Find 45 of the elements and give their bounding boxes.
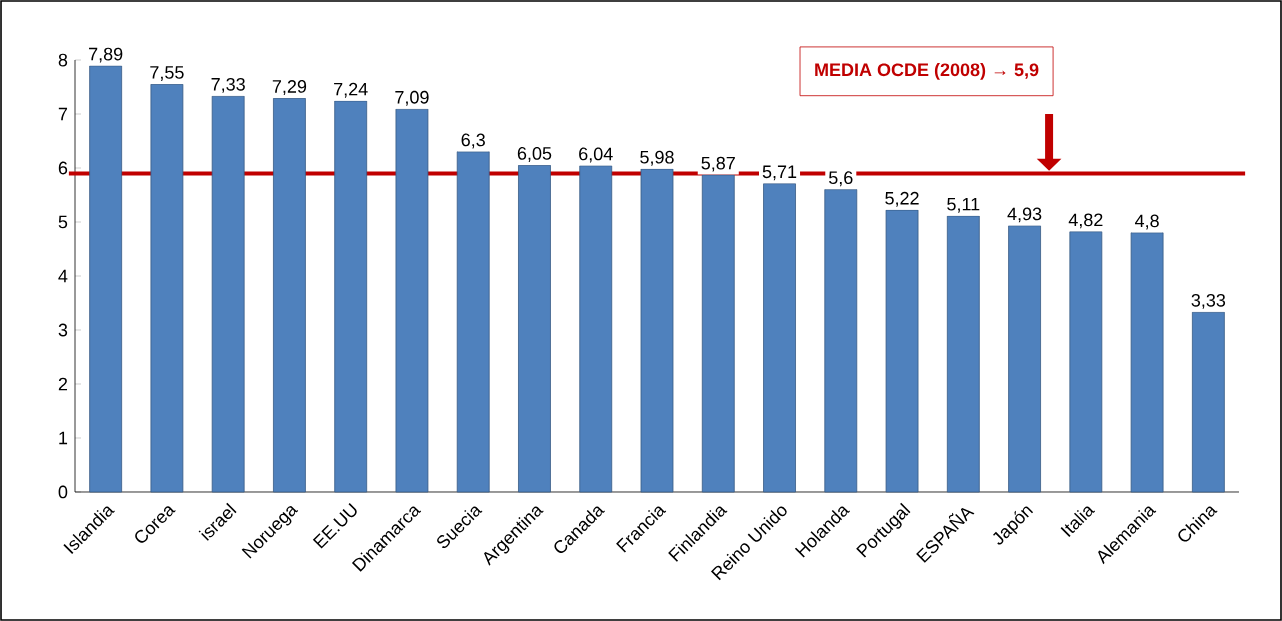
bar [946,215,980,493]
data-label: 5,6 [829,171,853,187]
bar [1069,231,1103,493]
data-label: 7,29 [272,80,307,95]
bar [395,108,429,493]
data-label: 7,89 [89,47,123,63]
bar [211,95,245,493]
data-label: 7,09 [395,90,429,106]
bar [1130,232,1164,493]
y-tick-label: 5 [58,215,68,229]
data-label: 4,8 [1135,214,1159,230]
y-tick-label: 2 [58,377,68,391]
bar [456,151,490,493]
bar [518,164,551,493]
data-label: 6,05 [517,147,552,162]
data-label: 4,82 [1068,213,1103,229]
bar [150,83,184,493]
data-label: 5,87 [701,156,735,172]
y-tick-label: 7 [58,107,68,121]
bar [579,165,613,493]
y-tick-label: 1 [59,431,68,445]
data-label: 5,22 [885,191,919,207]
data-label: 3,33 [1191,293,1226,309]
bar [334,100,368,493]
bar [885,209,919,493]
y-tick-label: 4 [58,269,68,283]
bar [640,168,674,493]
y-tick-label: 6 [58,161,68,175]
data-label: 5,98 [640,150,674,166]
bar [89,65,123,493]
data-label: 6,3 [461,133,485,149]
data-label: 4,93 [1007,207,1042,223]
bar [273,97,306,493]
bar [1191,311,1225,493]
ref-line-label: MEDIA OCDE (2008) → 5,9 [815,62,1039,80]
y-tick-label: 8 [58,53,68,67]
data-label: 5,11 [947,197,980,213]
y-tick-label: 0 [58,485,68,499]
data-label: 7,55 [150,66,184,81]
data-label: 7,24 [334,82,368,98]
data-label: 5,71 [762,165,797,181]
bar [1008,225,1041,493]
data-label: 7,33 [211,77,245,93]
y-tick-label: 3 [58,323,68,337]
data-label: 6,04 [579,147,613,163]
